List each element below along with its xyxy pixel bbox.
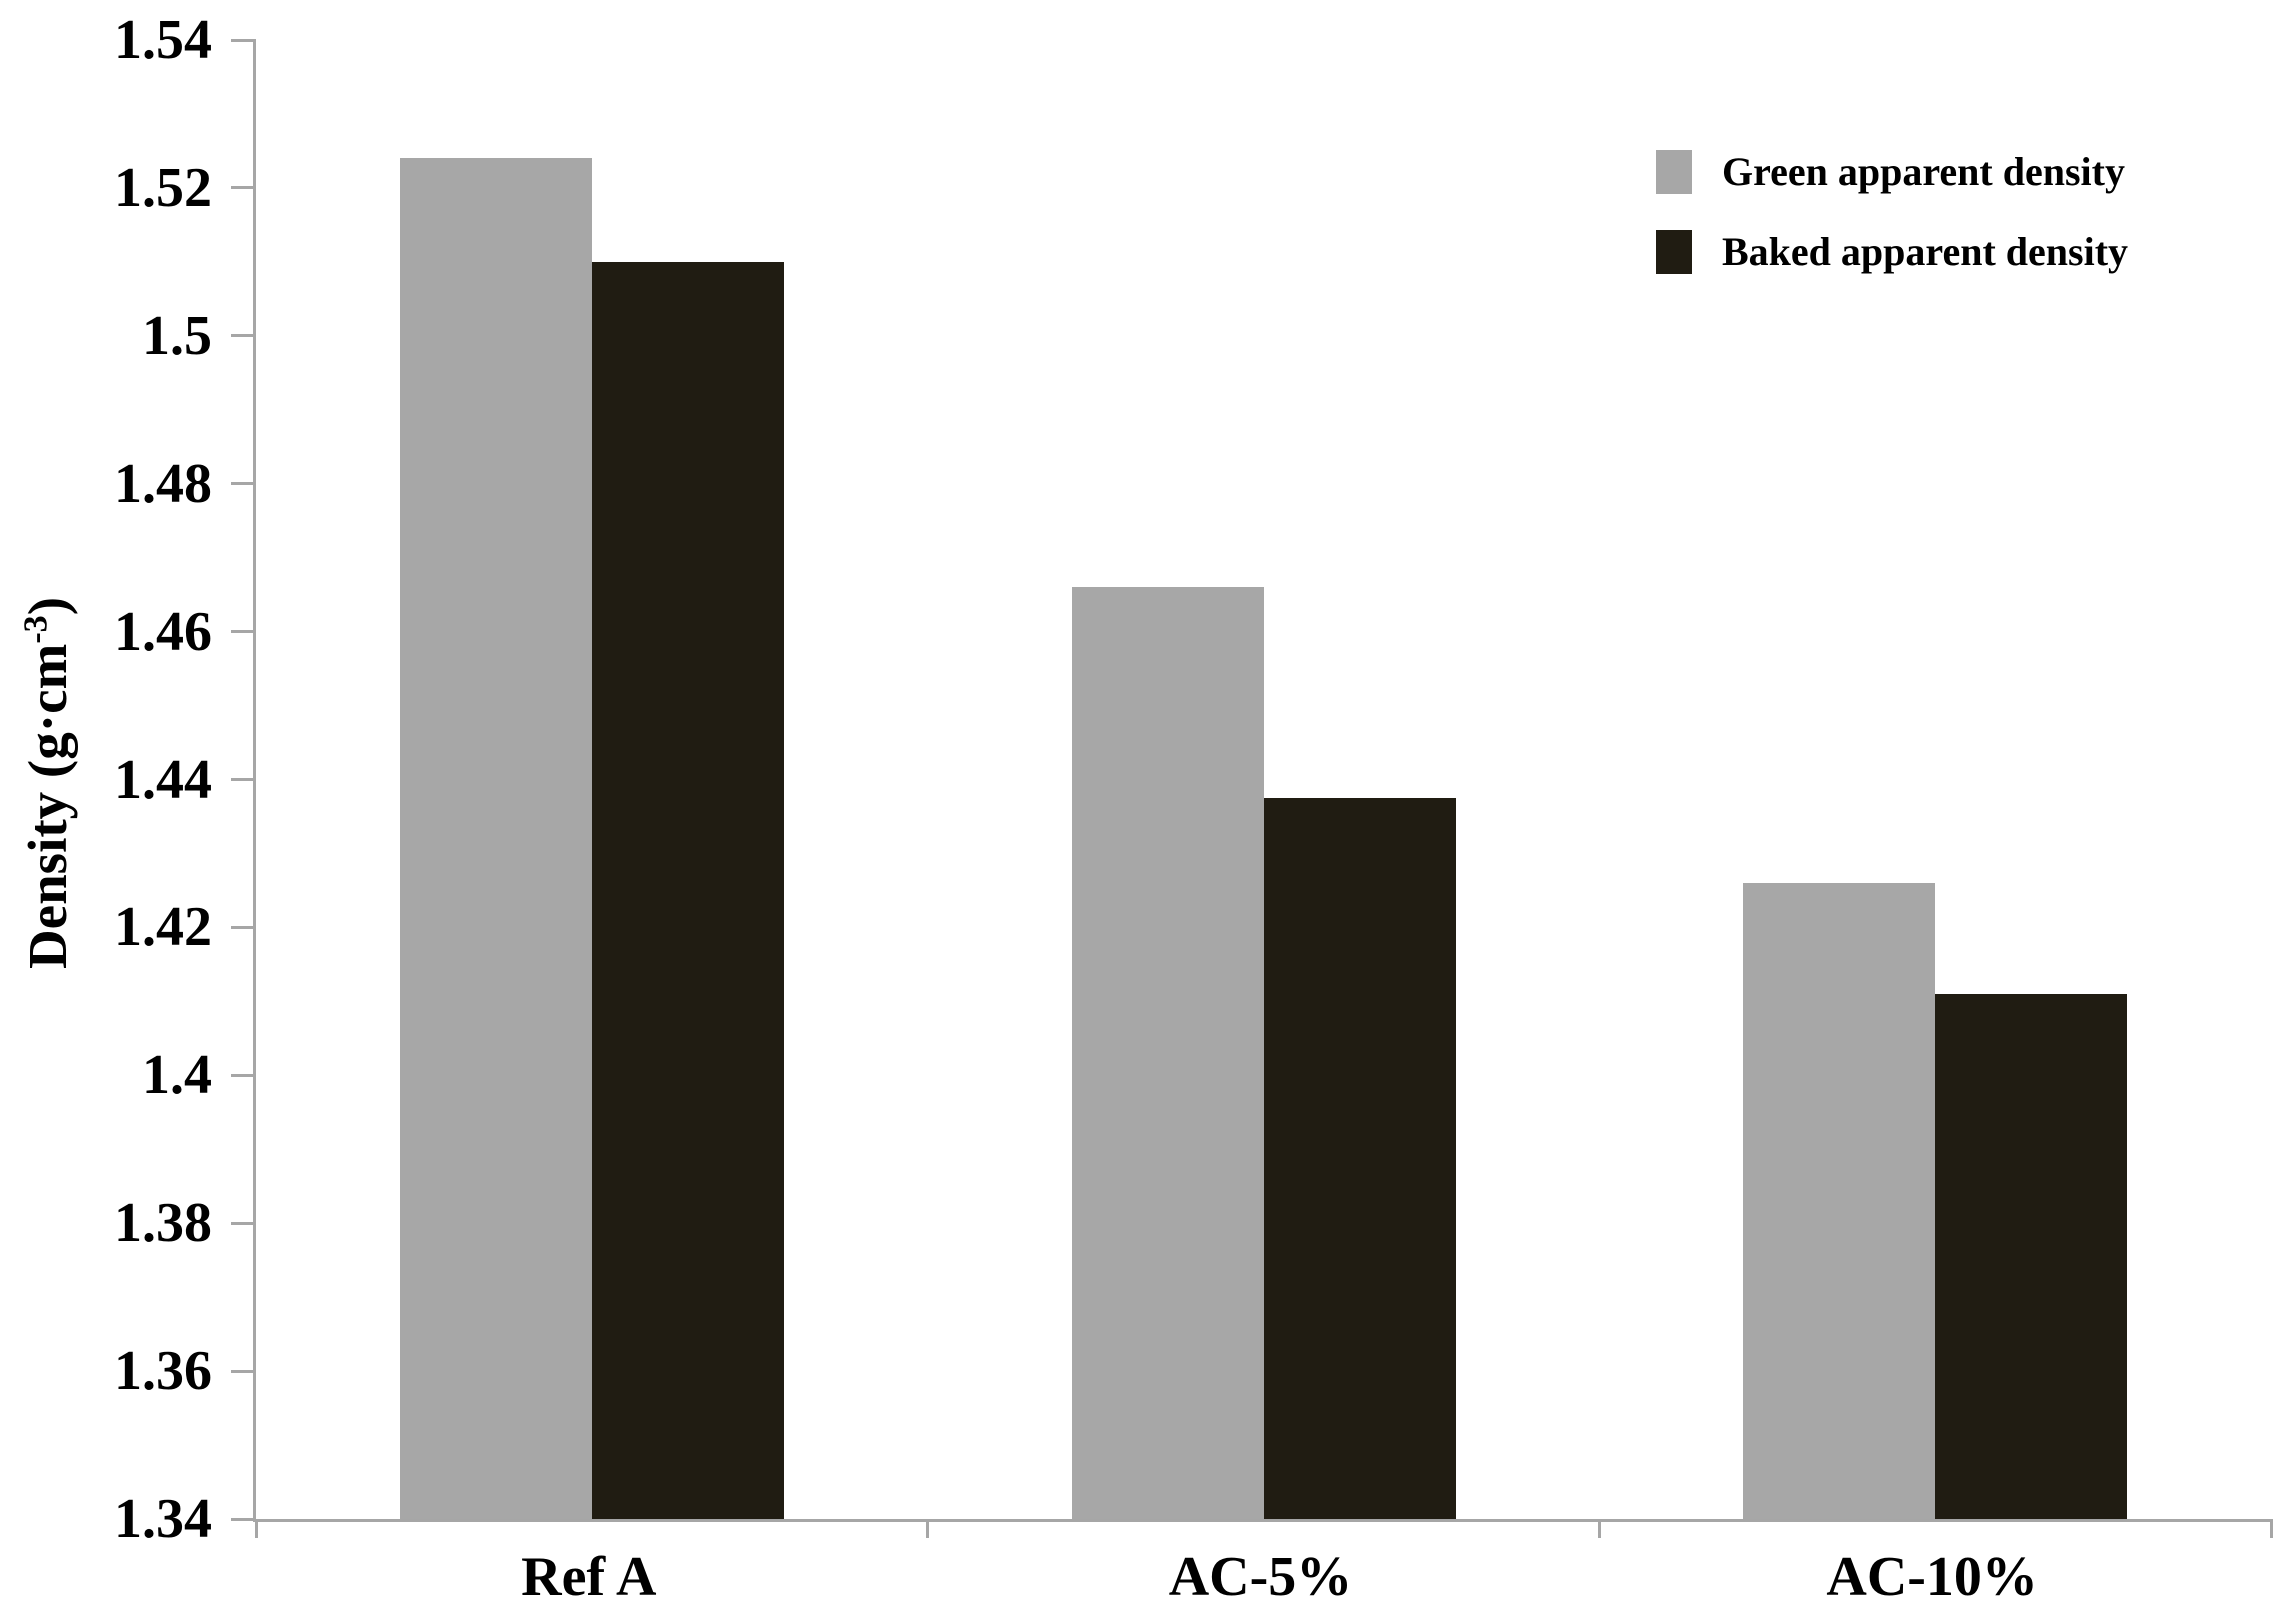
legend-item-green-apparent-density: Green apparent density [1656,150,2128,194]
y-tick-label-1-4: 1.4 [142,1044,212,1107]
bar-baked-ac-5 [1263,797,1456,1519]
y-tick-label-1-44: 1.44 [114,748,212,811]
y-tick-1-48 [231,482,256,486]
y-tick-label-1-54: 1.54 [114,9,212,71]
x-category-label-ac-5: AC-5% [1168,1546,1353,1608]
bar-green-ac-5 [1071,587,1264,1519]
y-tick-1-44 [231,778,256,781]
y-tick-1-4 [231,1073,256,1077]
bar-green-ac-10 [1743,883,1936,1519]
x-axis-tick [2269,1519,2273,1538]
legend-label-baked-apparent-density: Baked apparent density [1722,229,2129,274]
x-axis-tick [926,1519,930,1538]
y-tick-label-1-52: 1.52 [114,156,212,219]
x-axis-tick [254,1519,258,1538]
x-axis-tick [1597,1519,1601,1538]
x-category-label-ref-a: Ref A [521,1546,657,1608]
y-tick-label-1-46: 1.46 [114,600,212,663]
bar-baked-ac-10 [1935,993,2128,1519]
bar-green-ref-a [399,158,592,1519]
y-tick-label-1-38: 1.38 [114,1192,212,1255]
y-tick-1-36 [231,1369,256,1373]
y-tick-label-1-5: 1.5 [142,304,212,367]
bar-baked-ref-a [591,261,784,1519]
y-tick-label-1-36: 1.36 [114,1340,212,1403]
y-tick-label-1-34: 1.34 [114,1488,212,1550]
y-tick-1-5 [231,334,256,338]
legend-swatch-green-apparent-density [1656,150,1692,194]
y-tick-1-54 [231,38,256,42]
y-tick-label-1-42: 1.42 [114,896,212,959]
legend-label-green-apparent-density: Green apparent density [1722,149,2125,194]
y-tick-1-34 [231,1517,256,1521]
y-tick-1-42 [231,925,256,929]
y-tick-1-52 [231,186,256,190]
plot-area [231,38,2273,1538]
x-category-label-ac-10: AC-10% [1826,1546,2038,1608]
legend-item-baked-apparent-density: Baked apparent density [1656,230,2128,274]
legend-swatch-baked-apparent-density [1656,230,1692,274]
y-tick-1-38 [231,1221,256,1225]
y-tick-1-46 [231,630,256,634]
y-tick-label-1-48: 1.48 [114,452,212,515]
legend: Green apparent density Baked apparent de… [1656,150,2128,310]
